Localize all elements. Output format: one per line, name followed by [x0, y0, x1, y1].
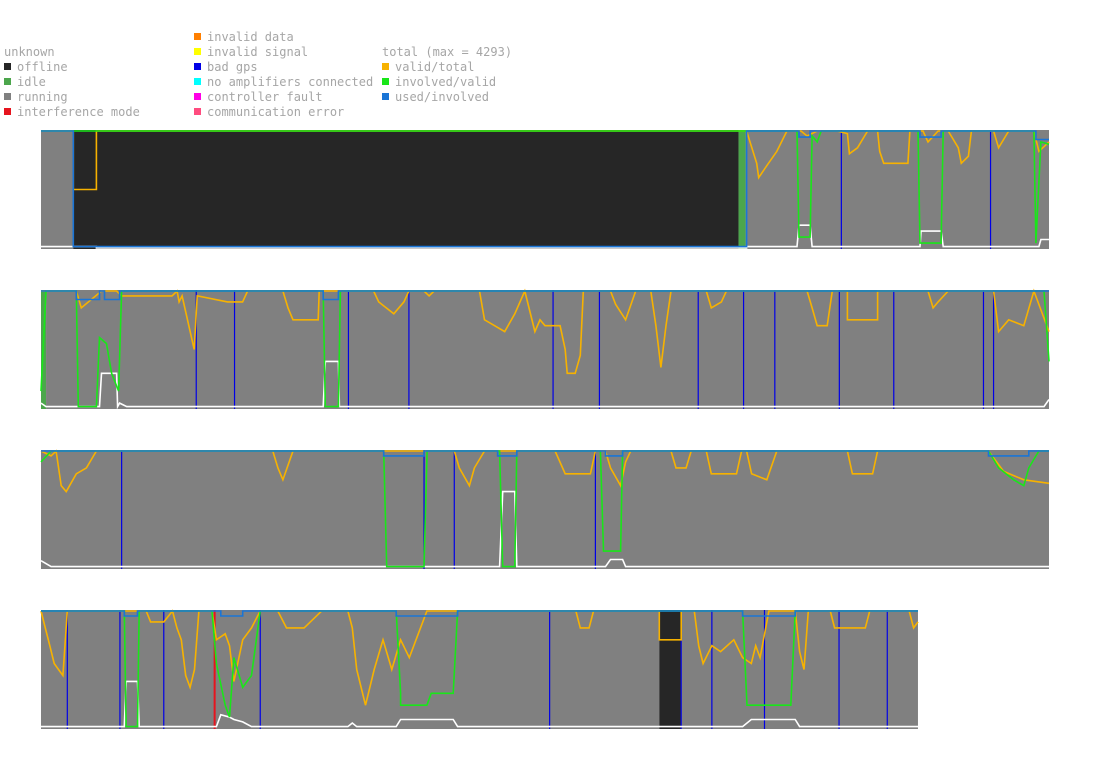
legend-label: total (max = 4293)	[382, 45, 513, 59]
state-segment-running	[41, 130, 74, 249]
legend-label: unknown	[4, 45, 55, 59]
legend-label: controller fault	[207, 90, 323, 104]
legend-label: offline	[17, 60, 68, 74]
legend-item: idle	[4, 75, 46, 89]
state-segment-offline	[73, 130, 739, 249]
legend-swatch	[194, 93, 201, 100]
legend-label: invalid signal	[207, 45, 309, 59]
legend-swatch	[194, 48, 201, 55]
total-line	[41, 224, 1049, 249]
used-involved-line	[41, 450, 1049, 457]
legend-item: offline	[4, 60, 68, 74]
legend-label: bad gps	[207, 60, 258, 74]
legend-label: involved/valid	[395, 75, 497, 89]
legend-swatch	[194, 33, 201, 40]
legend-label: running	[17, 90, 68, 104]
legend-swatch	[382, 78, 389, 85]
legend-item: invalid data	[194, 30, 294, 44]
legend-item: interference mode	[4, 105, 140, 119]
legend-item: invalid signal	[194, 45, 308, 59]
legend-label: communication error	[207, 105, 345, 119]
used-involved-line	[41, 610, 918, 617]
state-segment-idle	[738, 130, 746, 249]
involved-valid-line	[40, 290, 1050, 408]
state-segment-offline	[659, 610, 682, 729]
timeline-strip	[41, 130, 1050, 249]
used-involved-line	[41, 130, 1049, 248]
legend-item: controller fault	[194, 90, 323, 104]
total-line	[41, 680, 918, 728]
legend-item: unknown	[4, 45, 55, 59]
state-segment-running	[46, 290, 1050, 409]
state-segment-running	[681, 610, 918, 729]
state-segment-running	[745, 130, 1049, 249]
legend-label: idle	[17, 75, 46, 89]
legend-item: valid/total	[382, 60, 474, 74]
timeline-strip	[40, 288, 1050, 410]
legend-swatch	[4, 63, 11, 70]
legend-swatch	[194, 78, 201, 85]
timeline-strip	[40, 449, 1050, 569]
legend-swatch	[4, 108, 11, 115]
legend-label: used/involved	[395, 90, 489, 104]
legend-item: involved/valid	[382, 75, 496, 89]
legend-swatch	[194, 63, 201, 70]
legend-label: valid/total	[395, 60, 475, 74]
legend-swatch	[4, 93, 11, 100]
legend-swatch	[382, 93, 389, 100]
legend-item: no amplifiers connected	[194, 75, 373, 89]
state-segment-running	[41, 450, 1049, 569]
valid-total-line	[41, 288, 1050, 375]
legend-label: interference mode	[17, 105, 140, 119]
legend-item: used/involved	[382, 90, 489, 104]
legend-swatch	[382, 63, 389, 70]
state-segment-running	[41, 610, 660, 729]
legend-swatch	[4, 78, 11, 85]
valid-total-line	[40, 609, 919, 706]
legend-item: running	[4, 90, 68, 104]
timeline-strip	[40, 609, 919, 729]
legend-label: invalid data	[207, 30, 294, 44]
legend-label: no amplifiers connected	[207, 75, 374, 89]
legend-item: bad gps	[194, 60, 258, 74]
legend-item: communication error	[194, 105, 344, 119]
legend-swatch	[194, 108, 201, 115]
used-involved-line	[41, 290, 1049, 301]
legend-item: total (max = 4293)	[382, 45, 512, 59]
